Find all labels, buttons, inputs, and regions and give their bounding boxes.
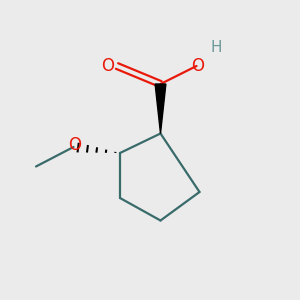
Polygon shape xyxy=(155,84,166,134)
Text: O: O xyxy=(68,136,82,154)
Text: O: O xyxy=(101,57,115,75)
Text: H: H xyxy=(210,40,222,56)
Text: O: O xyxy=(191,57,205,75)
